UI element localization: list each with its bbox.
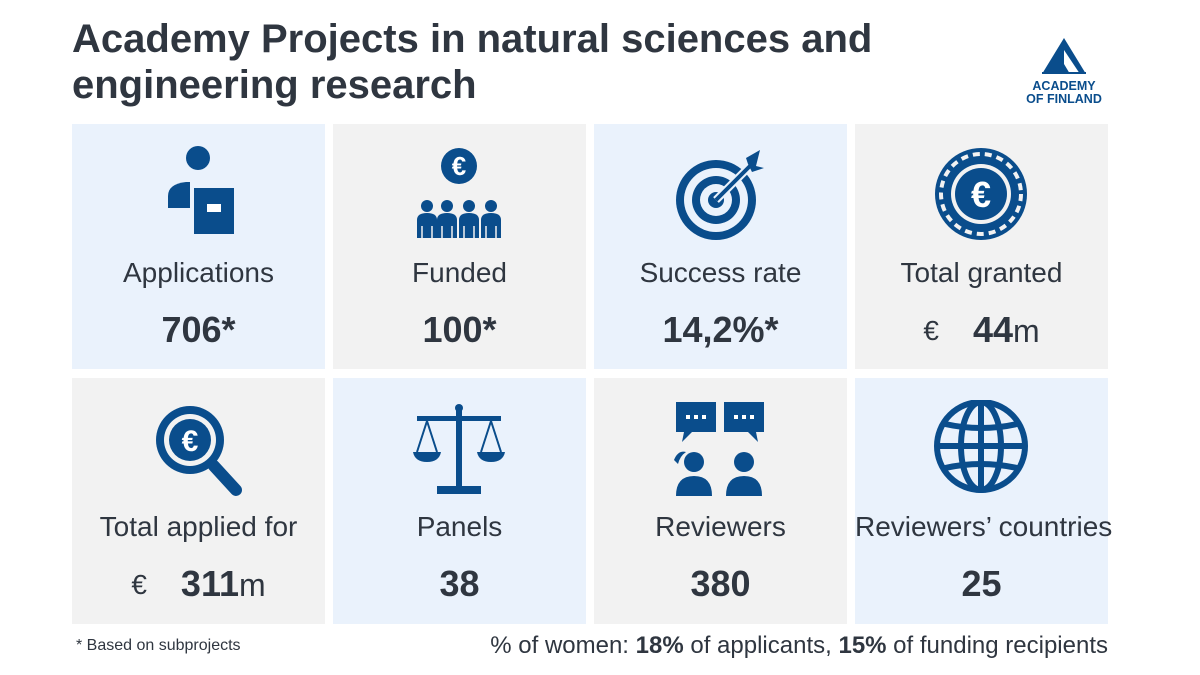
tile-reviewers: Reviewers 380 (594, 378, 847, 624)
women-applicants-value: 18% (635, 632, 684, 659)
tile-funded: € Funded 100* (333, 124, 586, 369)
academy-logo: ACADEMY OF FINLAND (1020, 36, 1108, 108)
tile-value: 706* (161, 309, 236, 350)
logo-line-1: ACADEMY (1032, 79, 1096, 93)
women-prefix: % of women: (490, 632, 636, 659)
globe-icon (934, 400, 1028, 493)
tile-panels: Panels 38 (333, 378, 586, 624)
tile-value: 380 (690, 563, 751, 604)
reviewers-chat-icon (674, 402, 764, 496)
tile-applications: Applications 706* (72, 124, 325, 369)
tile-value: 25 (961, 563, 1002, 604)
svg-text:€: € (182, 425, 199, 458)
women-share-note: % of women: 18% of applicants, 15% of fu… (490, 632, 1108, 660)
logo-text: ACADEMY OF FINLAND (1020, 80, 1108, 106)
tile-value-number: 311 (180, 563, 239, 604)
tile-label: Funded (412, 257, 507, 288)
women-recipients-value: 15% (838, 632, 887, 659)
tile-value-unit: m (239, 567, 266, 603)
stats-grid: Applications 706* € Funded 100* (72, 124, 1113, 624)
tile-value: 100* (422, 309, 497, 350)
tile-success-rate: Success rate 14,2%* (594, 124, 847, 369)
scales-icon (413, 404, 505, 494)
tile-value: €44m (855, 309, 1108, 351)
tile-reviewers-countries: Reviewers’ countries 25 (855, 378, 1113, 624)
logo-line-2: OF FINLAND (1026, 92, 1102, 106)
women-applicants-text: of applicants, (683, 632, 839, 659)
page-title: Academy Projects in natural sciences and… (72, 17, 873, 107)
euro-coin-icon: € (935, 148, 1027, 240)
tile-value: €311m (72, 563, 325, 605)
currency-symbol: € (131, 569, 147, 600)
applicant-icon (168, 146, 234, 234)
tile-total-granted: € Total granted €44m (855, 124, 1108, 369)
women-recipients-text: of funding recipients (886, 632, 1108, 659)
tile-label: Applications (123, 257, 274, 288)
tile-label: Panels (416, 511, 503, 542)
tile-value-number: 44 (972, 309, 1013, 350)
tile-label: Total applied for (99, 511, 298, 542)
tile-total-applied: € Total applied for €311m (72, 378, 325, 624)
tile-value: 38 (439, 563, 480, 604)
target-icon (676, 150, 764, 240)
euro-magnifier-icon: € (156, 406, 242, 496)
tile-label: Success rate (639, 257, 802, 288)
tile-label: Reviewers’ countries (855, 511, 1113, 542)
academy-logo-icon (1042, 38, 1086, 74)
svg-text:€: € (452, 151, 466, 181)
tile-label: Total granted (900, 257, 1063, 288)
tile-value-unit: m (1012, 313, 1040, 349)
tile-label: Reviewers (655, 511, 786, 542)
funded-group-icon: € (417, 148, 501, 238)
tile-value: 14,2%* (662, 309, 779, 350)
currency-symbol: € (923, 315, 939, 346)
footnote: * Based on subprojects (76, 637, 241, 654)
svg-text:€: € (971, 174, 991, 215)
